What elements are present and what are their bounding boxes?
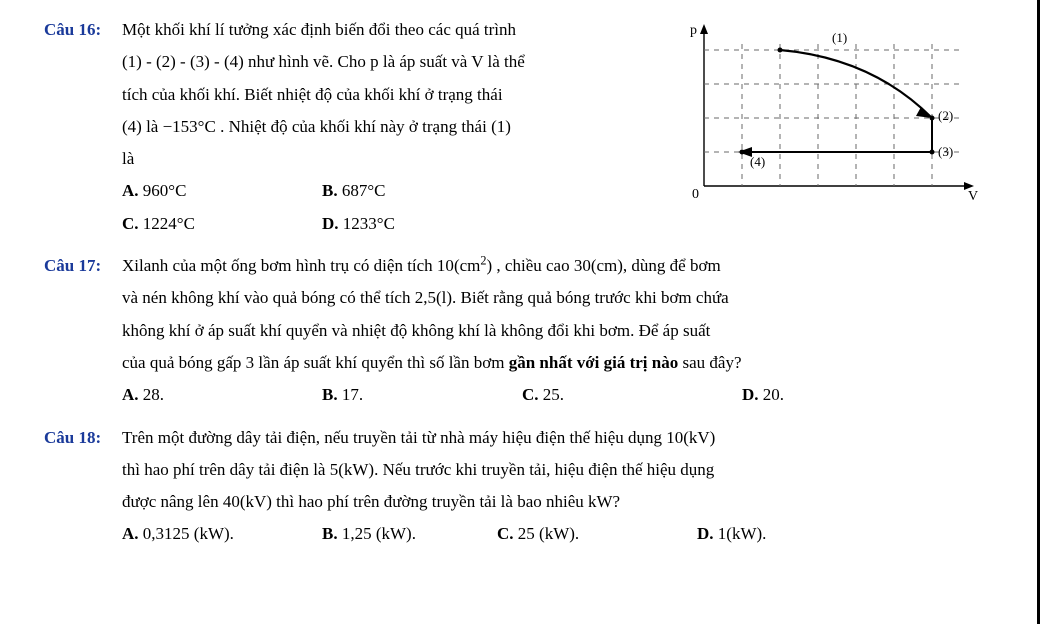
state-2-label: (2) — [938, 108, 953, 123]
q17-options-row: A. 28. B. 17. C. 25. D. 20. — [122, 379, 1006, 411]
q17-cm2-open: (cm — [454, 256, 480, 275]
q18-option-b: B. 1,25 (kW). — [322, 518, 497, 550]
origin-label: 0 — [692, 187, 699, 202]
question-17-stem: Xilanh của một ống bơm hình trụ có diện … — [122, 250, 1006, 379]
q17-l2: và nén không khí vào quả bóng có thể tíc… — [122, 288, 729, 307]
axis-v-label: V — [968, 189, 978, 204]
q18-option-a: A. 0,3125 (kW). — [122, 518, 322, 550]
q18-option-c-text: 25 (kW). — [518, 524, 579, 543]
question-18-label: Câu 18: — [44, 422, 122, 454]
pv-diagram: p V 0 (1) (2) (3) (4) — [672, 14, 982, 219]
state-3-label: (3) — [938, 144, 953, 159]
q17-l3: không khí ở áp suất khí quyển và nhiệt đ… — [122, 321, 710, 340]
q17-p1: Xilanh của một ống bơm hình trụ có diện … — [122, 256, 454, 275]
q17-l4b: gần nhất với giá trị nào — [509, 353, 679, 372]
q16-option-c: C. 1224°C — [122, 208, 322, 240]
q18-option-d-text: 1(kW). — [718, 524, 767, 543]
q16-option-c-text: 1224°C — [143, 214, 195, 233]
q16-line4: (4) là −153°C . Nhiệt độ của khối khí nà… — [122, 117, 511, 136]
q16-options-row2: C. 1224°C D. 1233°C — [122, 208, 662, 240]
q17-l4c: sau đây? — [678, 353, 741, 372]
q16-option-d-text: 1233°C — [343, 214, 395, 233]
q16-line2: (1) - (2) - (3) - (4) như hình vẽ. Cho p… — [122, 52, 525, 71]
question-18-stem: Trên một đường dây tải điện, nếu truyền … — [122, 422, 1006, 519]
state-4-label: (4) — [750, 154, 765, 169]
q16-option-a: A. 960°C — [122, 175, 322, 207]
q17-option-c-text: 25. — [543, 385, 564, 404]
state-1-label: (1) — [832, 30, 847, 45]
q17-p2: , chiều cao 30(cm), dùng để bơm — [492, 256, 721, 275]
q17-option-c: C. 25. — [522, 379, 742, 411]
q17-option-d-text: 20. — [763, 385, 784, 404]
q16-option-d: D. 1233°C — [322, 208, 522, 240]
q16-option-b: B. 687°C — [322, 175, 522, 207]
q18-l3: được nâng lên 40(kV) thì hao phí trên đư… — [122, 492, 620, 511]
q17-l4a: của quả bóng gấp 3 lần áp suất khí quyển… — [122, 353, 509, 372]
q16-line1: Một khối khí lí tưởng xác định biến đổi … — [122, 20, 516, 39]
q17-option-b: B. 17. — [322, 379, 522, 411]
question-17: Câu 17: Xilanh của một ống bơm hình trụ … — [44, 250, 1006, 411]
q18-option-a-text: 0,3125 (kW). — [143, 524, 234, 543]
question-17-label: Câu 17: — [44, 250, 122, 282]
question-18: Câu 18: Trên một đường dây tải điện, nếu… — [44, 422, 1006, 551]
q18-options-row: A. 0,3125 (kW). B. 1,25 (kW). C. 25 (kW)… — [122, 518, 1006, 550]
q16-option-a-text: 960°C — [143, 181, 187, 200]
q18-l2: thì hao phí trên dây tải điện là 5(kW). … — [122, 460, 714, 479]
question-16-stem: Một khối khí lí tưởng xác định biến đổi … — [122, 14, 662, 175]
q18-option-d: D. 1(kW). — [697, 518, 897, 550]
q16-line5: là — [122, 149, 134, 168]
q17-option-a: A. 28. — [122, 379, 322, 411]
q18-l1: Trên một đường dây tải điện, nếu truyền … — [122, 428, 715, 447]
axis-p-label: p — [690, 23, 697, 38]
question-16: Câu 16: Một khối khí lí tưởng xác định b… — [44, 14, 1006, 240]
q17-option-b-text: 17. — [342, 385, 363, 404]
q18-option-c: C. 25 (kW). — [497, 518, 697, 550]
q16-option-b-text: 687°C — [342, 181, 386, 200]
q17-option-a-text: 28. — [143, 385, 164, 404]
q18-option-b-text: 1,25 (kW). — [342, 524, 416, 543]
question-16-label: Câu 16: — [44, 14, 122, 46]
q17-option-d: D. 20. — [742, 379, 942, 411]
q16-line3: tích của khối khí. Biết nhiệt độ của khố… — [122, 85, 503, 104]
q16-options-row1: A. 960°C B. 687°C — [122, 175, 662, 207]
